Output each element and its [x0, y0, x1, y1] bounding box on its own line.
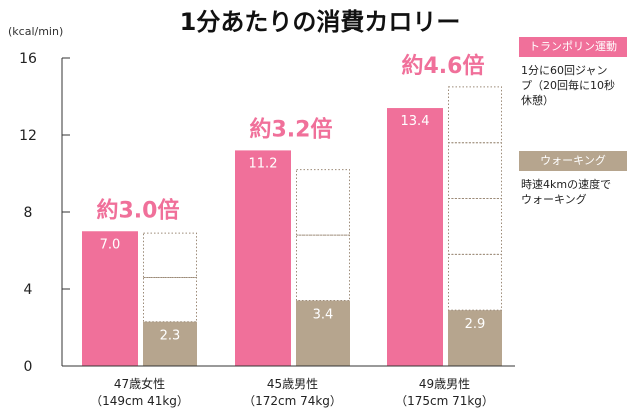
legend-trampoline-desc-line: プ（20回毎に10秒: [521, 79, 615, 92]
bar-value-label-trampoline: 13.4: [401, 114, 430, 129]
y-tick-label: 12: [19, 128, 37, 144]
x-category-label: 47歳女性: [114, 376, 165, 391]
bar-value-label-walking: 3.4: [313, 308, 334, 323]
bar-walking: [296, 300, 350, 366]
bar-trampoline: [82, 231, 138, 366]
dotted-multiple-box: [448, 142, 502, 200]
x-category-label: 45歳男性: [267, 377, 318, 391]
y-tick-label: 16: [19, 51, 37, 67]
legend-trampoline-badge: トランポリン運動: [519, 37, 627, 57]
legend-trampoline-description: 1分に60回ジャン プ（20回毎に10秒 休憩）: [521, 63, 633, 108]
y-tick-label: 4: [24, 282, 33, 298]
legend-walking-desc-line: ウォーキング: [521, 193, 587, 206]
legend-walking-badge: ウォーキング: [519, 151, 627, 171]
x-category-sublabel: （149cm 41kg）: [90, 394, 189, 408]
dotted-multiple-box: [296, 234, 350, 302]
multiplier-label: 約4.6倍: [402, 53, 485, 79]
plot-area: 0 4 8 12 16 7.0 2.3 約3.0倍 47歳女性 （149cm 41kg） 11.2 3…: [19, 51, 515, 408]
y-tick-label: 8: [24, 205, 33, 221]
dotted-multiple-box: [143, 232, 197, 278]
x-category-sublabel: （172cm 74kg）: [243, 394, 342, 408]
bar-trampoline: [235, 150, 291, 366]
bar-walking: [143, 321, 197, 366]
bar-value-label-walking: 2.3: [160, 329, 181, 344]
multiplier-label: 約3.0倍: [97, 197, 180, 223]
legend-trampoline-desc-line: 1分に60回ジャン: [521, 64, 608, 77]
legend-trampoline-desc-line: 休憩）: [521, 94, 554, 107]
bar-walking: [448, 310, 502, 366]
legend-walking-description: 時速4kmの速度で ウォーキング: [521, 177, 633, 207]
dotted-multiple-box: [296, 169, 350, 236]
chart-title: 1分あたりの消費カロリー: [180, 8, 461, 36]
dotted-multiple-box: [448, 253, 502, 311]
dotted-multiple-box: [448, 86, 502, 144]
y-axis-unit-label: (kcal/min): [8, 25, 63, 38]
bar-trampoline: [387, 108, 443, 367]
x-category-label: 49歳男性: [419, 377, 470, 391]
dotted-multiple-box: [143, 276, 197, 323]
dotted-multiple-box: [448, 198, 502, 255]
multiplier-label: 約3.2倍: [250, 116, 333, 142]
legend-walking-desc-line: 時速4kmの速度で: [521, 178, 612, 191]
bar-value-label-walking: 2.9: [465, 317, 486, 332]
y-tick-label: 0: [24, 359, 33, 375]
bar-value-label-trampoline: 11.2: [249, 156, 278, 171]
bar-value-label-trampoline: 7.0: [100, 237, 121, 252]
x-category-sublabel: （175cm 71kg）: [395, 394, 494, 408]
